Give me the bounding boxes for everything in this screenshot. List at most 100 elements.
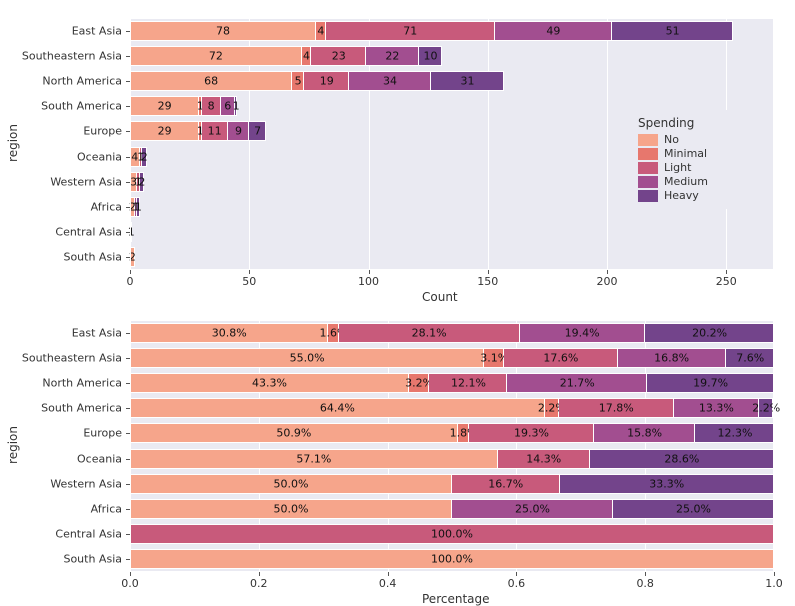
bar-chart1-Light xyxy=(202,96,221,116)
xticklabel-chart1: 150 xyxy=(477,275,498,288)
bar-chart2-No xyxy=(130,323,328,343)
yticklabel-chart2: Central Asia xyxy=(0,528,122,541)
bar-chart1-Heavy xyxy=(142,147,147,167)
legend-item: Heavy xyxy=(638,189,762,202)
bar-chart1-No xyxy=(130,121,199,141)
spine-chart1 xyxy=(130,18,131,270)
bar-chart2-Minimal xyxy=(328,323,338,343)
xticklabel-chart2: 0.6 xyxy=(508,577,526,590)
yticklabel-chart1: Southeastern Asia xyxy=(0,49,122,62)
xtick-chart2 xyxy=(516,572,517,576)
bar-chart2-Minimal xyxy=(458,423,470,443)
legend-item: No xyxy=(638,133,762,146)
bar-chart1-Heavy xyxy=(612,21,734,41)
yticklabel-chart1: South Asia xyxy=(0,251,122,264)
xtick-chart1 xyxy=(726,270,727,274)
spine-chart2 xyxy=(130,320,131,572)
yticklabel-chart2: South Asia xyxy=(0,553,122,566)
legend-swatch xyxy=(638,148,658,160)
yticklabel-chart2: North America xyxy=(0,377,122,390)
bar-chart1-Medium xyxy=(366,46,418,66)
xticklabel-chart2: 0.4 xyxy=(379,577,397,590)
xtick-chart2 xyxy=(774,572,775,576)
bar-chart1-Medium xyxy=(221,96,235,116)
bar-chart1-Heavy xyxy=(419,46,443,66)
xticklabel-chart1: 250 xyxy=(716,275,737,288)
xtick-chart1 xyxy=(488,270,489,274)
xticklabel-chart2: 1.0 xyxy=(765,577,783,590)
spine-chart2 xyxy=(130,571,774,572)
bar-chart2-Light xyxy=(130,524,774,544)
xlabel-chart1: Count xyxy=(422,290,458,304)
xticklabel-chart2: 0.8 xyxy=(636,577,654,590)
bar-chart2-Light xyxy=(429,373,507,393)
legend-label: Medium xyxy=(664,175,708,188)
spine-chart1 xyxy=(130,18,774,19)
legend-label: No xyxy=(664,133,679,146)
bar-chart1-Heavy xyxy=(140,172,145,192)
yticklabel-chart1: South America xyxy=(0,100,122,113)
bar-chart1-Light xyxy=(311,46,366,66)
bar-chart2-Minimal xyxy=(545,398,559,418)
bar-chart2-No xyxy=(130,549,774,569)
bar-chart2-Heavy xyxy=(560,474,774,494)
bar-chart1-Heavy xyxy=(249,121,266,141)
bar-chart1-Heavy xyxy=(431,71,505,91)
bar-chart2-No xyxy=(130,373,409,393)
bar-chart1-No xyxy=(130,147,140,167)
bar-chart2-Minimal xyxy=(409,373,430,393)
xticklabel-chart1: 50 xyxy=(242,275,256,288)
xticklabel-chart2: 0.0 xyxy=(121,577,139,590)
xtick-chart2 xyxy=(130,572,131,576)
xtick-chart1 xyxy=(130,270,131,274)
xtick-chart1 xyxy=(369,270,370,274)
bar-chart2-Medium xyxy=(452,499,613,519)
bar-chart1-Minimal xyxy=(316,21,326,41)
bar-chart2-No xyxy=(130,499,452,519)
spine-chart1 xyxy=(130,269,774,270)
bar-chart1-Minimal xyxy=(292,71,304,91)
xticklabel-chart1: 200 xyxy=(597,275,618,288)
bar-chart1-Heavy xyxy=(137,197,139,217)
yticklabel-chart2: Africa xyxy=(0,503,122,516)
bar-chart2-No xyxy=(130,348,484,368)
xtick-chart2 xyxy=(259,572,260,576)
bar-chart2-Light xyxy=(559,398,674,418)
xtick-chart1 xyxy=(249,270,250,274)
bar-chart1-No xyxy=(130,172,137,192)
bar-chart2-Medium xyxy=(674,398,760,418)
xlabel-chart2: Percentage xyxy=(422,592,490,606)
spine-chart1 xyxy=(773,18,774,270)
bar-chart2-Heavy xyxy=(590,449,774,469)
bar-chart2-No xyxy=(130,449,498,469)
legend: Spending NoMinimalLightMediumHeavy xyxy=(630,110,770,209)
yticklabel-chart2: South America xyxy=(0,402,122,415)
legend-swatch xyxy=(638,176,658,188)
bar-chart1-Medium xyxy=(495,21,612,41)
bar-chart1-Light xyxy=(202,121,228,141)
legend-swatch xyxy=(638,134,658,146)
ylabel-chart2: region xyxy=(6,426,20,464)
xgrid-chart1 xyxy=(488,18,489,270)
bar-chart1-Heavy xyxy=(235,96,237,116)
yticklabel-chart1: North America xyxy=(0,75,122,88)
legend-title: Spending xyxy=(638,116,762,130)
yticklabel-chart1: Africa xyxy=(0,201,122,214)
legend-item: Medium xyxy=(638,175,762,188)
bar-chart2-Medium xyxy=(618,348,726,368)
xtick-chart2 xyxy=(388,572,389,576)
bar-chart2-Light xyxy=(339,323,520,343)
bar-chart1-No xyxy=(130,96,199,116)
bar-chart1-No xyxy=(130,21,316,41)
spine-chart2 xyxy=(773,320,774,572)
legend-swatch xyxy=(638,162,658,174)
yticklabel-chart1: Western Asia xyxy=(0,175,122,188)
legend-item: Light xyxy=(638,161,762,174)
bar-chart2-Medium xyxy=(594,423,696,443)
legend-label: Minimal xyxy=(664,147,707,160)
xticklabel-chart1: 0 xyxy=(127,275,134,288)
yticklabel-chart1: East Asia xyxy=(0,24,122,37)
legend-swatch xyxy=(638,190,658,202)
bar-chart2-Heavy xyxy=(647,373,774,393)
ylabel-chart1: region xyxy=(6,124,20,162)
